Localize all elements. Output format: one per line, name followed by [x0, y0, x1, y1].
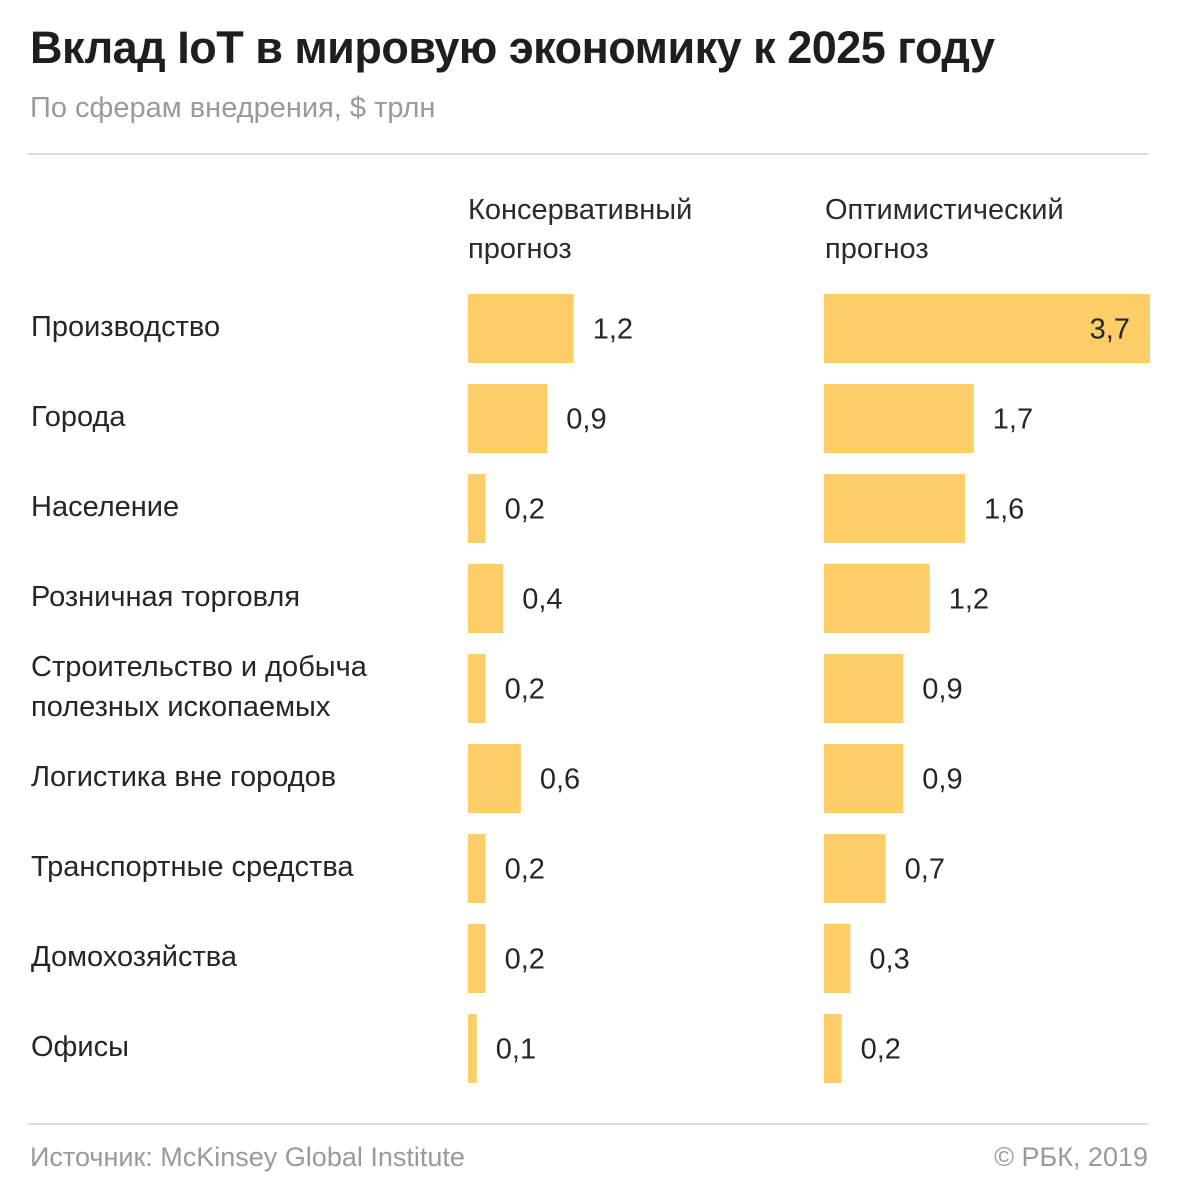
category-label: Логистика вне городов — [31, 761, 336, 793]
bar-conservative — [468, 384, 548, 453]
top-divider — [28, 153, 1148, 155]
bar-optimistic — [824, 564, 930, 633]
value-label-conservative: 1,2 — [593, 314, 633, 346]
bar-conservative — [468, 744, 521, 813]
bar-conservative — [468, 474, 486, 543]
source-note: Источник: McKinsey Global Institute — [30, 1142, 465, 1172]
bar-optimistic — [824, 744, 904, 813]
category-label: Города — [31, 401, 126, 433]
value-label-optimistic: 0,9 — [922, 674, 962, 706]
bar-optimistic — [824, 384, 974, 453]
column-header-conservative-line2: прогноз — [468, 233, 572, 265]
category-label-line: полезных ископаемых — [31, 691, 331, 723]
value-label-conservative: 0,4 — [522, 584, 562, 616]
bar-conservative — [468, 654, 486, 723]
category-label-line: Строительство и добыча — [31, 651, 368, 683]
chart-title: Вклад IoT в мировую экономику к 2025 год… — [30, 22, 995, 73]
bar-conservative — [468, 1014, 477, 1083]
column-header-conservative: Консервативный прогноз — [468, 191, 788, 269]
bar-conservative — [468, 294, 574, 363]
bar-optimistic — [824, 654, 904, 723]
bar-optimistic — [824, 924, 851, 993]
value-label-optimistic: 0,7 — [905, 854, 945, 886]
value-label-optimistic: 3,7 — [1090, 314, 1130, 346]
bar-conservative — [468, 924, 486, 993]
value-label-conservative: 0,9 — [566, 404, 606, 436]
value-label-optimistic: 1,2 — [949, 584, 989, 616]
value-label-conservative: 0,2 — [505, 674, 545, 706]
bar-conservative — [468, 834, 486, 903]
category-label: Офисы — [31, 1031, 129, 1063]
bar-conservative — [468, 564, 504, 633]
bar-optimistic — [824, 1014, 842, 1083]
bar-optimistic — [824, 834, 886, 903]
value-label-optimistic: 0,2 — [861, 1034, 901, 1066]
copyright-note: © РБК, 2019 — [994, 1142, 1148, 1172]
column-header-conservative-line1: Консервативный — [468, 194, 693, 226]
value-label-conservative: 0,1 — [496, 1034, 536, 1066]
chart-subtitle: По сферам внедрения, $ трлн — [30, 92, 436, 124]
value-label-optimistic: 0,9 — [922, 764, 962, 796]
column-header-optimistic-line1: Оптимистический — [825, 194, 1064, 226]
category-label: Домохозяйства — [31, 941, 238, 973]
bar-optimistic — [824, 474, 965, 543]
category-label: Транспортные средства — [31, 851, 354, 883]
category-label: Производство — [31, 311, 220, 343]
value-label-conservative: 0,2 — [505, 944, 545, 976]
category-label: Население — [31, 491, 179, 523]
category-label: Строительство и добыча полезных ископаемы… — [31, 651, 368, 723]
column-header-optimistic: Оптимистический прогноз — [825, 191, 1145, 269]
value-label-optimistic: 1,6 — [984, 494, 1024, 526]
category-label: Розничная торговля — [31, 581, 300, 613]
value-label-conservative: 0,2 — [505, 494, 545, 526]
value-label-conservative: 0,6 — [540, 764, 580, 796]
bottom-divider — [28, 1123, 1148, 1125]
value-label-optimistic: 0,3 — [869, 944, 909, 976]
bar-optimistic — [824, 294, 1150, 363]
column-header-optimistic-line2: прогноз — [825, 233, 929, 265]
value-label-optimistic: 1,7 — [993, 404, 1033, 436]
value-label-conservative: 0,2 — [505, 854, 545, 886]
